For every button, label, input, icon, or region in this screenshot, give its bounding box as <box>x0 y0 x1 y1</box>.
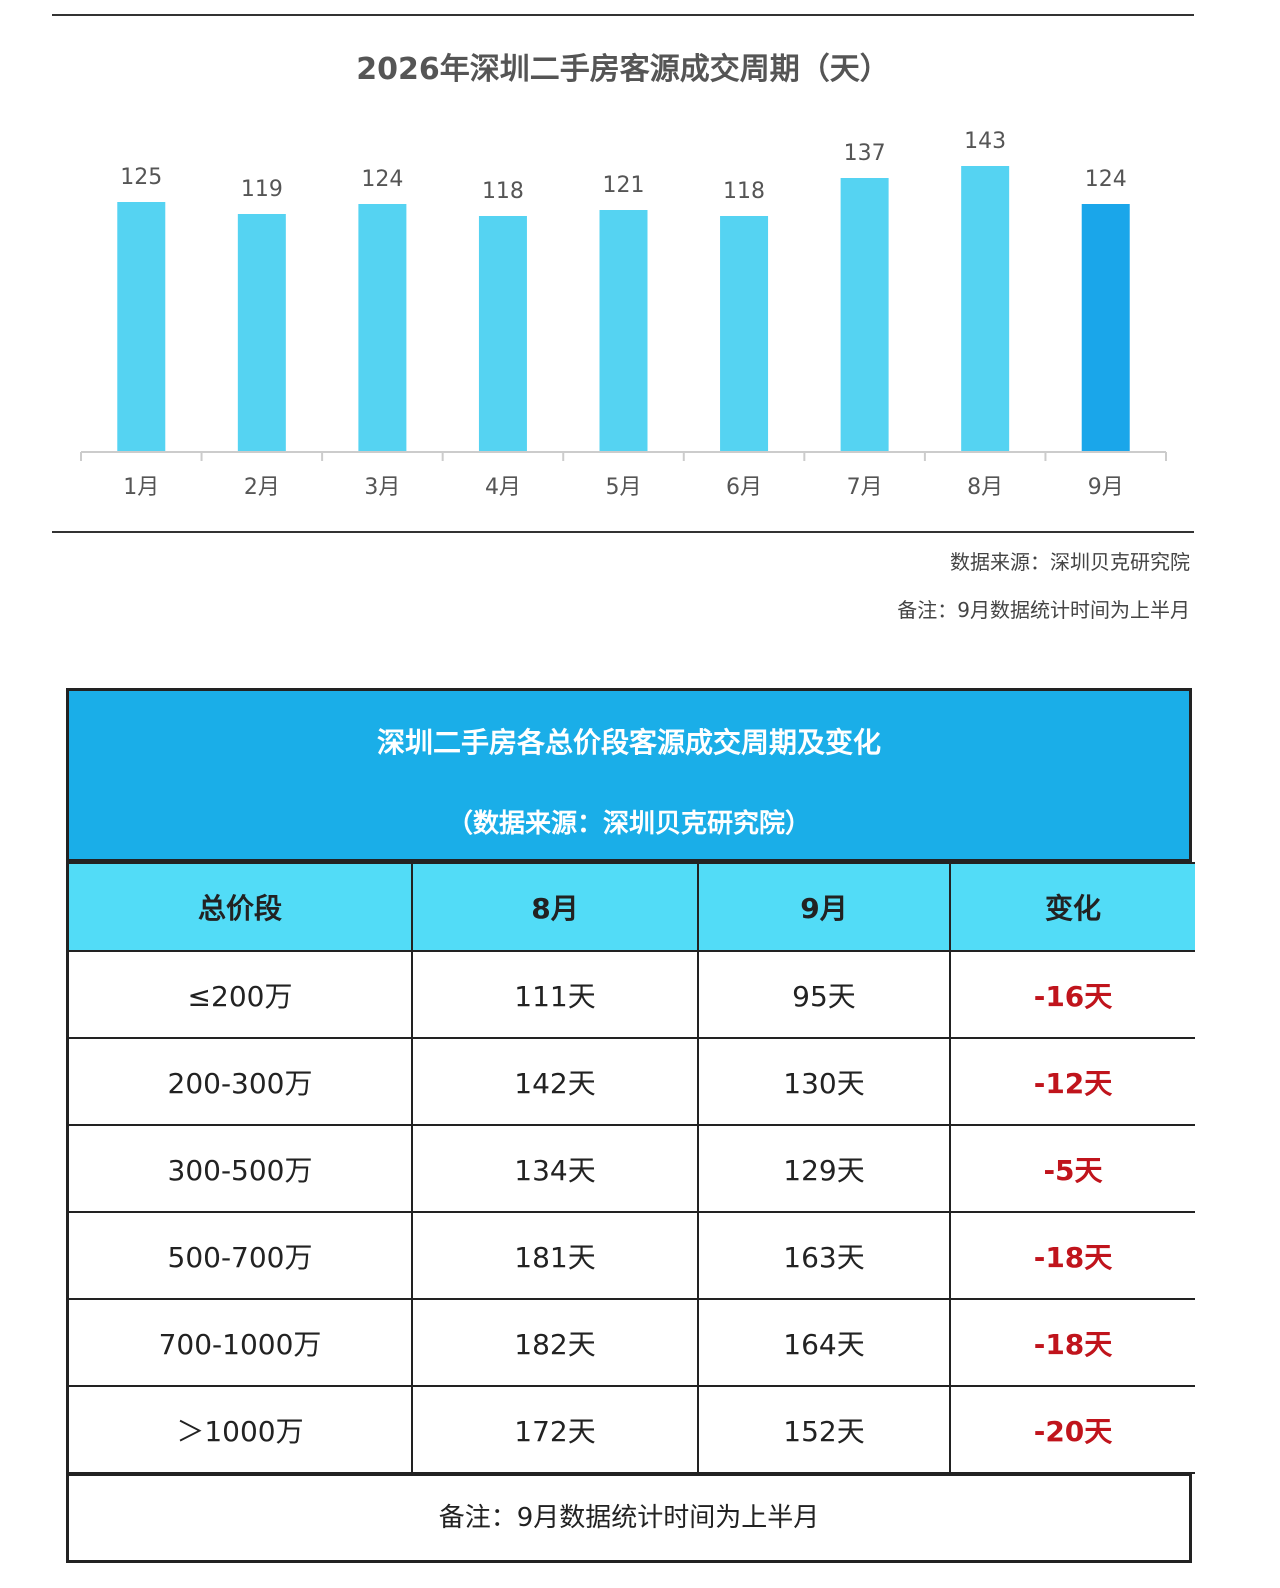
bar-1月 <box>117 202 166 452</box>
cell-change: -16天 <box>949 950 1195 1039</box>
cell-price-range: 300-500万 <box>69 1124 413 1213</box>
cell-change: -18天 <box>949 1298 1195 1387</box>
cell-august: 172天 <box>411 1385 699 1474</box>
bottom-rule <box>52 531 1194 533</box>
table-row: ≤200万 111天 95天 -16天 <box>69 950 1195 1039</box>
x-tick-label: 4月 <box>485 475 521 500</box>
data-source-note: 数据来源：深圳贝克研究院 <box>950 550 1190 574</box>
x-tick-label: 1月 <box>123 475 159 500</box>
x-tick-label: 2月 <box>244 475 280 500</box>
table-row: 300-500万 134天 129天 -5天 <box>69 1124 1195 1213</box>
cell-august: 142天 <box>411 1037 699 1126</box>
remark-note: 备注：9月数据统计时间为上半月 <box>897 598 1190 622</box>
bar-value-label: 119 <box>241 177 283 202</box>
col-header-price-range: 总价段 <box>69 862 413 952</box>
cell-price-range: 200-300万 <box>69 1037 413 1126</box>
cell-change: -5天 <box>949 1124 1195 1213</box>
data-table: 总价段 8月 9月 变化 ≤200万 111天 95天 -16天 200-300… <box>69 862 1195 1474</box>
bar-3月 <box>358 204 407 452</box>
bar-value-label: 143 <box>964 129 1006 154</box>
table-row: ＞1000万 172天 152天 -20天 <box>69 1385 1195 1474</box>
table-row: 200-300万 142天 130天 -12天 <box>69 1037 1195 1126</box>
x-tick-label: 9月 <box>1088 475 1124 500</box>
cell-price-range: ≤200万 <box>69 950 413 1039</box>
bar-value-label: 124 <box>361 167 403 192</box>
top-rule <box>52 14 1194 16</box>
x-tick-label: 7月 <box>847 475 883 500</box>
bar-2月 <box>237 214 286 452</box>
cell-august: 111天 <box>411 950 699 1039</box>
bar-chart: 125 119 124 118 121 118 137 143 124 1月 2月 3月 4月 5月 6月… <box>80 129 1167 500</box>
chart-title: 2026年深圳二手房客源成交周期（天） <box>356 52 890 87</box>
bars-group: 125 119 124 118 121 118 137 143 124 <box>117 129 1130 452</box>
cell-change: -20天 <box>949 1385 1195 1474</box>
bar-value-label: 121 <box>603 173 645 198</box>
table-footnote: 备注：9月数据统计时间为上半月 <box>69 1474 1189 1560</box>
cell-price-range: 500-700万 <box>69 1211 413 1300</box>
x-tick-label: 8月 <box>967 475 1003 500</box>
bar-4月 <box>478 216 527 452</box>
col-header-august: 8月 <box>411 862 699 952</box>
cell-august: 182天 <box>411 1298 699 1387</box>
cell-price-range: ＞1000万 <box>69 1385 413 1474</box>
cell-august: 134天 <box>411 1124 699 1213</box>
col-header-change: 变化 <box>949 862 1195 952</box>
table-row: 500-700万 181天 163天 -18天 <box>69 1211 1195 1300</box>
x-tick-label: 6月 <box>726 475 762 500</box>
cell-september: 129天 <box>697 1124 951 1213</box>
cell-september: 95天 <box>697 950 951 1039</box>
cell-price-range: 700-1000万 <box>69 1298 413 1387</box>
x-tick-label: 5月 <box>606 475 642 500</box>
bar-6月 <box>720 216 769 452</box>
bar-8月 <box>961 166 1010 452</box>
x-tick-label: 3月 <box>364 475 400 500</box>
cell-september: 164天 <box>697 1298 951 1387</box>
table-title: 深圳二手房各总价段客源成交周期及变化 <box>376 726 881 759</box>
bar-value-label: 137 <box>844 141 886 166</box>
cell-september: 163天 <box>697 1211 951 1300</box>
cell-september: 130天 <box>697 1037 951 1126</box>
bar-7月 <box>840 178 889 452</box>
bar-value-label: 124 <box>1085 167 1127 192</box>
bar-5月 <box>599 210 648 452</box>
bar-value-label: 118 <box>482 179 524 204</box>
price-segment-table: 深圳二手房各总价段客源成交周期及变化 （数据来源：深圳贝克研究院） 总价段 8月… <box>66 688 1195 1563</box>
column-header-row: 总价段 8月 9月 变化 <box>69 862 1195 952</box>
x-axis: 1月 2月 3月 4月 5月 6月 7月 8月 9月 <box>80 451 1167 500</box>
cell-august: 181天 <box>411 1211 699 1300</box>
col-header-september: 9月 <box>697 862 951 952</box>
bar-9月 <box>1081 204 1130 452</box>
table-subtitle: （数据来源：深圳贝克研究院） <box>446 809 811 839</box>
cell-change: -18天 <box>949 1211 1195 1300</box>
table-row: 700-1000万 182天 164天 -18天 <box>69 1298 1195 1387</box>
bar-value-label: 118 <box>723 179 765 204</box>
table-header-banner: 深圳二手房各总价段客源成交周期及变化 （数据来源：深圳贝克研究院） <box>69 691 1189 862</box>
cell-september: 152天 <box>697 1385 951 1474</box>
bar-value-label: 125 <box>120 165 162 190</box>
cell-change: -12天 <box>949 1037 1195 1126</box>
